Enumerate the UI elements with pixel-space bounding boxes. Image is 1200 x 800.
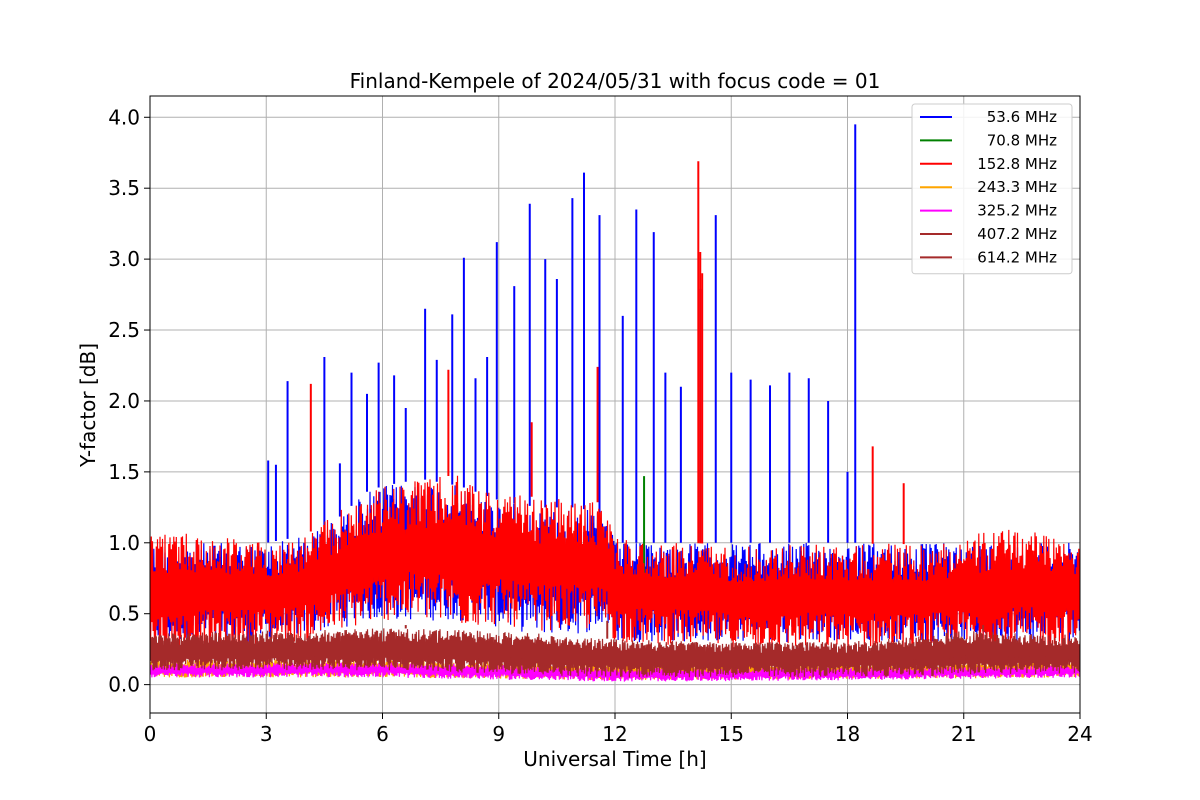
y-axis-label: Y-factor [dB] <box>76 343 100 468</box>
series-layer <box>150 124 1080 682</box>
x-tick-label: 15 <box>719 722 744 746</box>
y-tick-label: 2.0 <box>108 389 140 413</box>
y-tick-label: 0.5 <box>108 602 140 626</box>
series-trace <box>150 628 1080 674</box>
legend-box <box>911 103 1073 275</box>
legend-label: 152.8 MHz <box>977 155 1057 173</box>
legend: 53.6 MHz 70.8 MHz 152.8 MHz 243.3 MHz 325.2 … <box>911 103 1073 275</box>
x-tick-label: 0 <box>144 722 157 746</box>
legend-label: 243.3 MHz <box>977 178 1057 196</box>
series-trace <box>150 475 1080 655</box>
y-axis: 0.0 0.5 1.0 1.5 2.0 2.5 3.0 3.5 4.0 <box>108 105 150 697</box>
chart-title: Finland-Kempele of 2024/05/31 with focus… <box>350 69 881 93</box>
series-614-2-mhz <box>150 620 1080 674</box>
legend-label: 407.2 MHz <box>977 225 1057 243</box>
legend-label: 614.2 MHz <box>977 248 1057 266</box>
legend-label: 325.2 MHz <box>977 202 1057 220</box>
x-axis: 0 3 6 9 12 15 18 21 24 <box>144 713 1093 746</box>
y-tick-label: 2.5 <box>108 318 140 342</box>
x-tick-label: 18 <box>835 722 860 746</box>
y-tick-label: 3.5 <box>108 176 140 200</box>
x-tick-label: 12 <box>602 722 627 746</box>
x-tick-label: 24 <box>1067 722 1092 746</box>
x-tick-label: 21 <box>951 722 976 746</box>
legend-label: 53.6 MHz <box>987 108 1057 126</box>
x-tick-label: 3 <box>260 722 273 746</box>
series-53-6-mhz <box>150 124 1080 643</box>
x-axis-label: Universal Time [h] <box>523 747 706 771</box>
y-tick-label: 0.0 <box>108 673 140 697</box>
y-tick-label: 1.5 <box>108 460 140 484</box>
legend-label: 70.8 MHz <box>987 131 1057 149</box>
y-tick-label: 4.0 <box>108 105 140 129</box>
y-tick-label: 3.0 <box>108 247 140 271</box>
series-152-8-mhz <box>150 161 1080 655</box>
y-tick-label: 1.0 <box>108 531 140 555</box>
x-tick-label: 9 <box>492 722 505 746</box>
x-tick-label: 6 <box>376 722 389 746</box>
